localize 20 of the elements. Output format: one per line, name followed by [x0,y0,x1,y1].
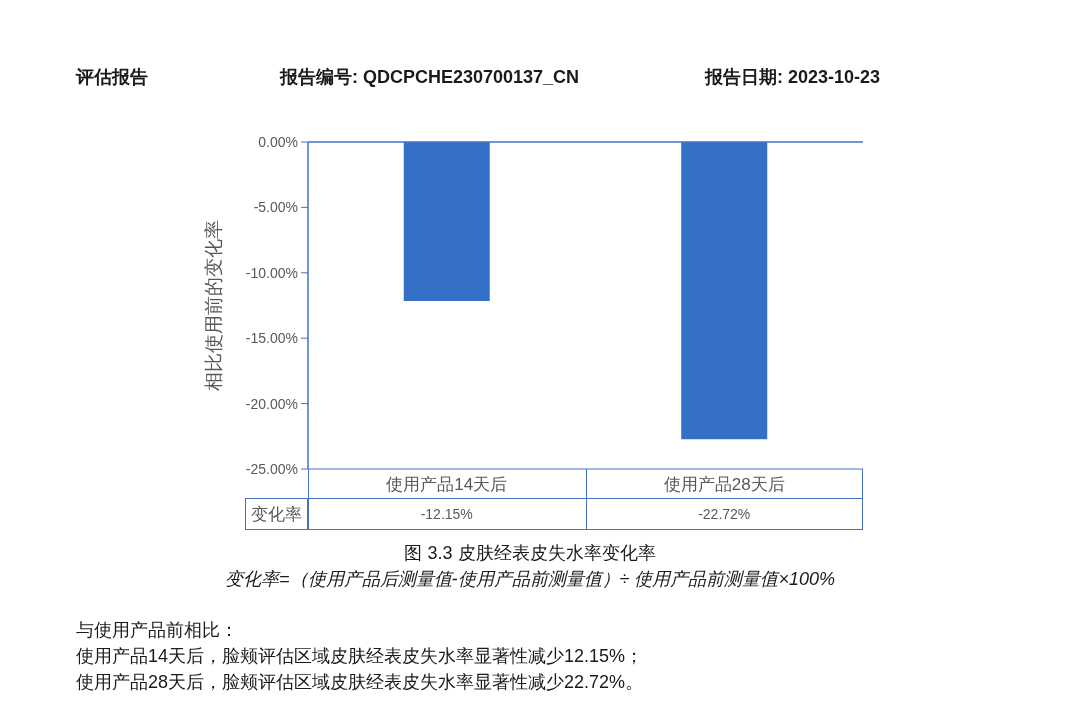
y-tick-label: -25.00% [245,460,298,477]
text: 报告日期: 2023-10-23 [705,67,881,87]
text: 变化率=（使用产品后测量值-使用产品前测量值）÷ 使用产品前测量值×100% [225,569,835,589]
text: 与使用产品前相比： [76,620,238,640]
y-axis-title: 相比使用前的变化率 [202,220,224,391]
x-tick-label: 使用产品28天后 [663,475,785,495]
x-tick-label: 使用产品14天后 [386,475,508,495]
y-tick-label: 0.00% [258,133,298,150]
text: 评估报告 [76,67,148,87]
data-label: -12.15% [420,506,473,522]
text: 使用产品14天后，脸颊评估区域皮肤经表皮失水率显著性减少12.15%； [76,646,644,666]
data-label: -22.72% [698,506,751,522]
text: 使用产品28天后，脸颊评估区域皮肤经表皮失水率显著性减少22.72%。 [76,672,644,692]
y-tick-label: -15.00% [245,330,298,347]
y-tick-label: -20.00% [245,395,298,412]
y-tick-label: -10.00% [245,264,298,281]
legend-label: 变化率 [251,503,302,526]
y-tick-label: -5.00% [253,199,298,216]
text: 报告编号: QDCPCHE230700137_CN [280,67,580,87]
text: 图 3.3 皮肤经表皮失水率变化率 [404,543,656,563]
